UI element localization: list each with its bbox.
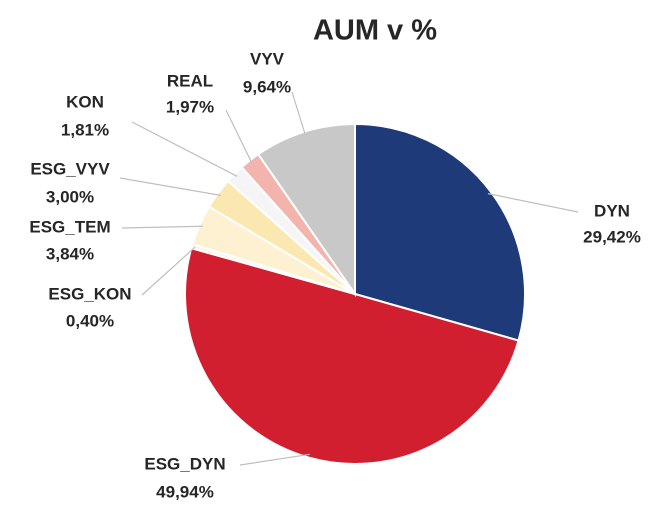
leader-line xyxy=(487,193,579,213)
leader-line xyxy=(141,246,196,296)
leader-line xyxy=(121,225,203,229)
pie-slice xyxy=(184,246,520,465)
slice-value-label: 3,00% xyxy=(46,187,94,206)
slice-label: ESG_DYN xyxy=(144,454,225,473)
slice-value-label: 49,94% xyxy=(156,482,214,501)
slice-label: VYV xyxy=(250,49,285,68)
slice-label: KON xyxy=(66,92,104,111)
slice-value-label: 0,40% xyxy=(66,311,114,330)
slice-value-label: 1,81% xyxy=(61,120,109,139)
slice-value-label: 29,42% xyxy=(583,227,641,246)
slice-value-label: 3,84% xyxy=(46,244,94,263)
leader-line xyxy=(131,121,238,177)
leader-line xyxy=(119,177,221,196)
slice-label: REAL xyxy=(167,71,213,90)
slice-label: ESG_VYV xyxy=(30,159,110,178)
leader-line xyxy=(291,91,306,136)
slice-label: ESG_TEM xyxy=(29,217,110,236)
leader-line xyxy=(239,453,310,466)
slice-label: ESG_KON xyxy=(48,284,131,303)
slice-label: DYN xyxy=(594,201,630,220)
leader-line xyxy=(225,109,253,164)
slice-value-label: 9,64% xyxy=(243,77,291,96)
pie-slice xyxy=(354,122,526,342)
slice-value-label: 1,97% xyxy=(166,97,214,116)
chart-title: AUM v % xyxy=(313,15,437,47)
